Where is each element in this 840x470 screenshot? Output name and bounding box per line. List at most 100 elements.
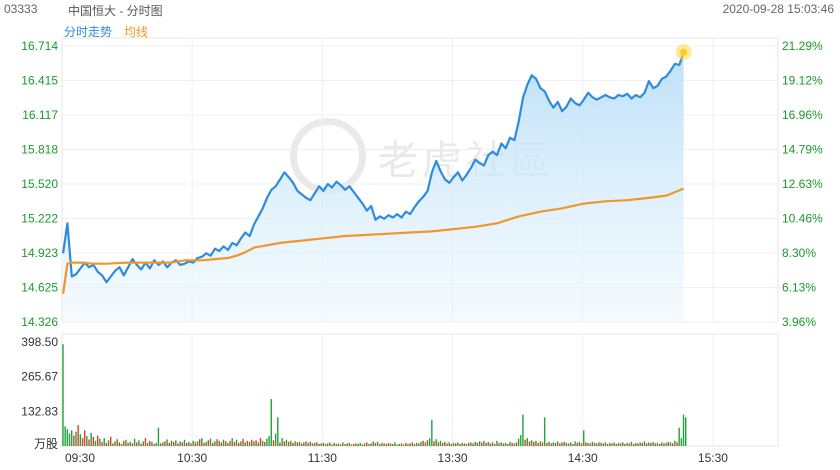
volume-bar [426,440,429,446]
volume-bar [348,442,351,446]
volume-bar [209,438,212,446]
volume-bar [140,443,142,446]
volume-bar [398,443,400,446]
volume-bar [661,442,663,446]
volume-bar [530,440,533,446]
volume-bar [528,441,531,446]
volume-bar [411,442,414,446]
volume-bar [450,443,453,446]
volume-bar [682,414,685,446]
volume-bar [64,426,66,446]
volume-bar [500,442,502,446]
volume-bar [350,444,353,446]
volume-bar [355,443,357,446]
volume-bar [606,443,609,446]
volume-bar [246,440,249,446]
volume-bar [522,414,524,446]
volume-bar [90,432,92,446]
volume-bar [461,442,463,446]
stock-name-title: 中国恒大 - 分时图 [68,4,163,18]
volume-bar [66,429,69,446]
volume-bar [632,443,635,446]
volume-bar [669,442,672,446]
volume-bar [591,441,594,446]
volume-bar [335,443,338,446]
volume-bar [415,442,418,446]
volume-bar [287,441,290,446]
volume-bar [326,443,329,446]
volume-bar [656,442,659,446]
volume-bar [179,441,181,446]
volume-bar [214,441,216,446]
volume-bar [300,443,303,446]
volume-bar [279,442,281,446]
volume-bar [198,439,201,446]
volume-bar [101,442,103,446]
volume-bar [157,427,160,446]
volume-bar [379,443,381,446]
price-tick-label: 14.923 [21,246,58,260]
volume-bar [77,425,79,446]
volume-bar [481,442,483,446]
volume-bar [264,441,266,446]
volume-bar [541,442,544,446]
volume-bar [648,442,650,446]
volume-bar [387,442,390,446]
volume-bar [539,441,542,446]
volume-bar [372,441,374,446]
volume-bar [99,438,101,446]
volume-bar [251,439,253,446]
volume-bar [88,439,90,446]
volume-bar [370,443,372,446]
legend-average[interactable]: 均线 [124,25,149,39]
volume-bar [402,444,405,446]
volume-bar [569,442,572,446]
stock-code: 03333 [4,2,38,16]
volume-tick-label: 398.50 [21,335,58,349]
volume-bar [216,439,218,446]
volume-bar [105,442,108,446]
volume-bar [359,442,361,446]
volume-bar [507,443,509,446]
volume-bar [587,442,589,446]
volume-bar [559,443,561,446]
volume-bar [524,439,526,446]
volume-bar [309,441,312,446]
volume-bar [472,443,474,446]
volume-bar [598,442,600,446]
volume-bar [457,442,459,446]
volume-bar [585,442,587,446]
volume-bar [225,441,227,446]
x-tick-label: 15:30 [698,451,728,465]
legend-price[interactable]: 分时走势 [64,25,113,39]
volume-bar [196,441,199,446]
volume-bar [392,443,394,446]
pct-tick-label: 10.46% [782,212,823,226]
volume-bar [118,442,121,446]
volume-bar [164,441,166,446]
volume-bar [166,439,168,446]
volume-bar [203,442,205,446]
volume-bar [194,442,197,446]
volume-bar [489,443,492,446]
volume-bar [268,436,270,446]
volume-bar [671,443,674,446]
volume-bar [619,443,622,446]
price-tick-label: 16.415 [21,74,58,88]
volume-bar [374,442,377,446]
volume-bar [572,443,574,446]
volume-bar [641,442,643,446]
volume-bar [257,442,259,446]
volume-bar [509,441,511,446]
volume-bar [188,441,190,446]
volume-bar [394,442,396,446]
volume-bar [192,440,194,446]
volume-bar [552,442,555,446]
volume-bar [240,441,242,446]
volume-bar [125,439,127,446]
volume-bar [578,441,581,446]
volume-bar [459,443,461,446]
volume-bar [211,442,214,446]
volume-bar [285,439,288,446]
